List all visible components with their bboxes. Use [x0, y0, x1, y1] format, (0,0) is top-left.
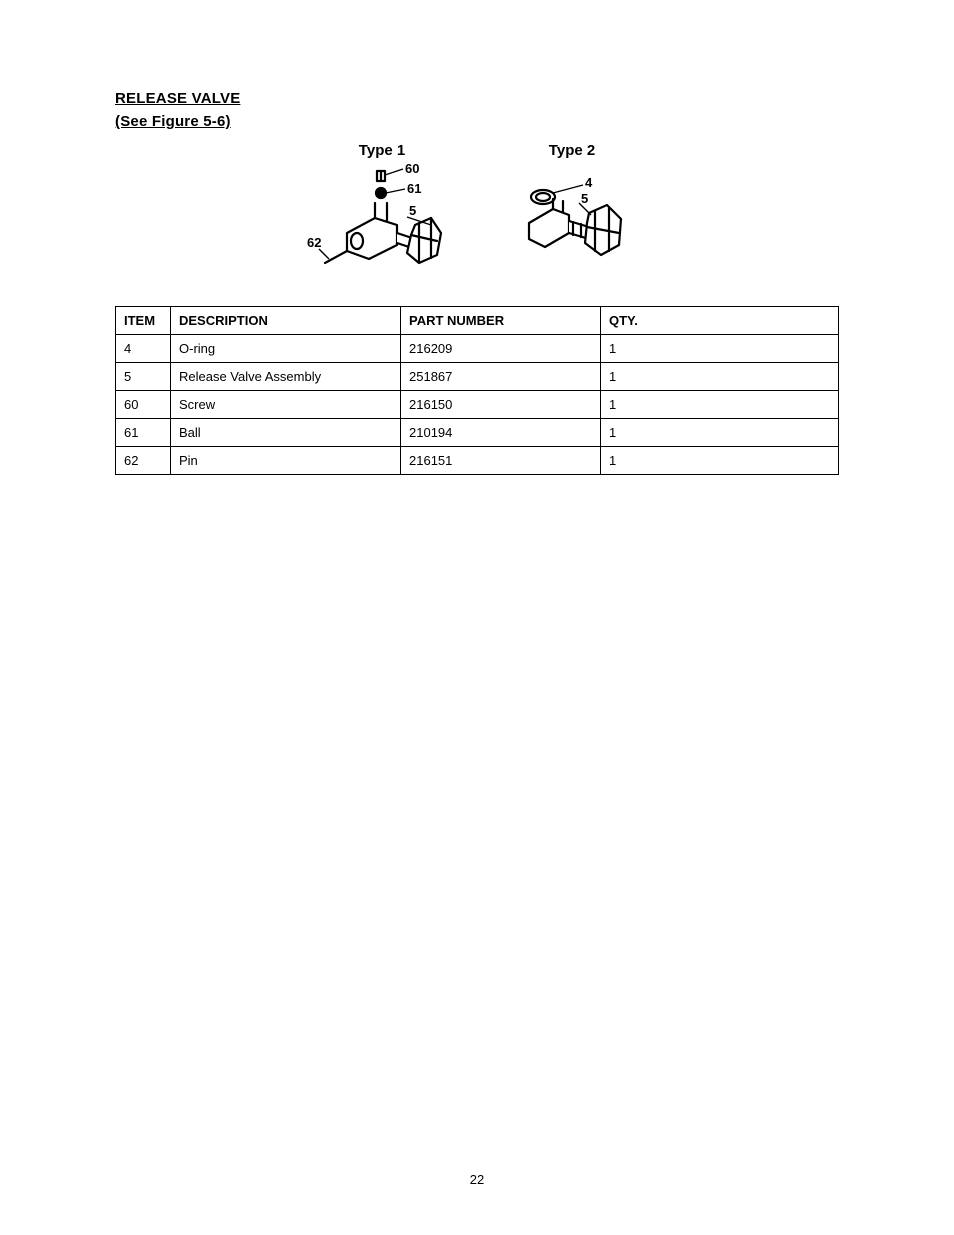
cell-item: 4 [116, 335, 171, 363]
page-number: 22 [0, 1172, 954, 1187]
figure-title-1: Type 1 [359, 142, 405, 159]
figure-title-2: Type 2 [549, 142, 595, 159]
section-subheading: (See Figure 5-6) [115, 113, 839, 130]
cell-qty: 1 [601, 447, 839, 475]
callout-4: 4 [585, 175, 593, 190]
callout-5-t1: 5 [409, 203, 416, 218]
cell-desc: O-ring [171, 335, 401, 363]
figure-type-2: Type 2 [497, 142, 647, 298]
cell-qty: 1 [601, 363, 839, 391]
col-item: ITEM [116, 307, 171, 335]
cell-part: 251867 [401, 363, 601, 391]
callout-62: 62 [307, 235, 321, 250]
release-valve-type-2-icon: 4 5 [497, 163, 647, 298]
table-row: 4 O-ring 216209 1 [116, 335, 839, 363]
cell-part: 216151 [401, 447, 601, 475]
col-qty: QTY. [601, 307, 839, 335]
cell-part: 216209 [401, 335, 601, 363]
cell-desc: Pin [171, 447, 401, 475]
cell-part: 210194 [401, 419, 601, 447]
section-heading: RELEASE VALVE [115, 90, 839, 107]
cell-qty: 1 [601, 419, 839, 447]
callout-60: 60 [405, 163, 419, 176]
table-row: 62 Pin 216151 1 [116, 447, 839, 475]
cell-item: 5 [116, 363, 171, 391]
cell-desc: Ball [171, 419, 401, 447]
page: RELEASE VALVE (See Figure 5-6) Type 1 [0, 0, 954, 1235]
col-description: DESCRIPTION [171, 307, 401, 335]
cell-item: 62 [116, 447, 171, 475]
cell-desc: Release Valve Assembly [171, 363, 401, 391]
figure-type-1: Type 1 [307, 142, 457, 298]
cell-part: 216150 [401, 391, 601, 419]
figure-row: Type 1 [115, 142, 839, 298]
table-header-row: ITEM DESCRIPTION PART NUMBER QTY. [116, 307, 839, 335]
callout-61: 61 [407, 181, 421, 196]
parts-table: ITEM DESCRIPTION PART NUMBER QTY. 4 O-ri… [115, 306, 839, 475]
cell-qty: 1 [601, 391, 839, 419]
callout-5-t2: 5 [581, 191, 588, 206]
cell-qty: 1 [601, 335, 839, 363]
table-row: 5 Release Valve Assembly 251867 1 [116, 363, 839, 391]
cell-item: 61 [116, 419, 171, 447]
table-row: 60 Screw 216150 1 [116, 391, 839, 419]
col-partnum: PART NUMBER [401, 307, 601, 335]
release-valve-type-1-icon: 60 61 5 62 [307, 163, 457, 298]
table-row: 61 Ball 210194 1 [116, 419, 839, 447]
cell-item: 60 [116, 391, 171, 419]
cell-desc: Screw [171, 391, 401, 419]
